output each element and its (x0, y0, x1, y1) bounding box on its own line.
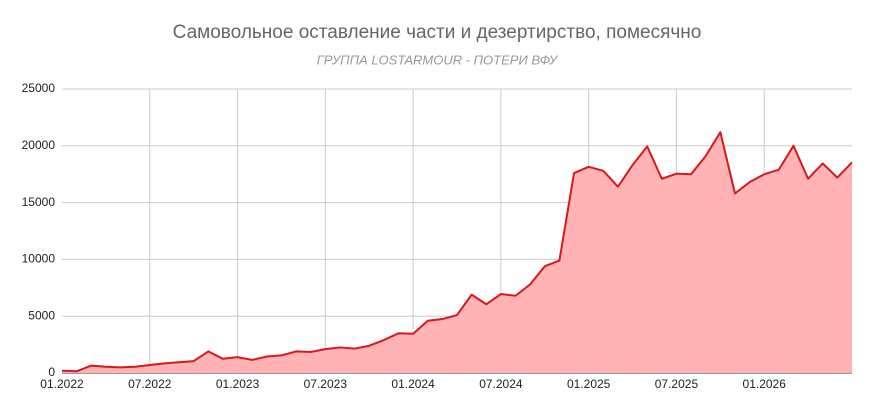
area (62, 132, 852, 373)
y-tick-label: 15000 (22, 195, 56, 209)
y-tick-label: 5000 (28, 308, 55, 322)
x-tick-label: 01.2024 (391, 377, 435, 391)
x-tick-label: 01.2026 (743, 377, 787, 391)
x-tick-label: 01.2022 (40, 377, 84, 391)
x-tick-label: 01.2025 (567, 377, 611, 391)
y-tick-label: 10000 (22, 252, 56, 266)
y-tick-label: 25000 (22, 81, 56, 95)
x-tick-label: 07.2022 (128, 377, 172, 391)
x-tick-label: 07.2024 (479, 377, 523, 391)
x-tick-label: 07.2023 (304, 377, 348, 391)
x-tick-label: 07.2025 (655, 377, 699, 391)
chart-subtitle: ГРУППА LOSTARMOUR - ПОТЕРИ ВФУ (317, 52, 559, 67)
chart-title: Самовольное оставление части и дезертирс… (173, 22, 702, 43)
y-tick-label: 20000 (22, 138, 56, 152)
line (61, 131, 853, 373)
x-tick-label: 01.2023 (216, 377, 260, 391)
y-tick-label: 0 (48, 365, 55, 379)
